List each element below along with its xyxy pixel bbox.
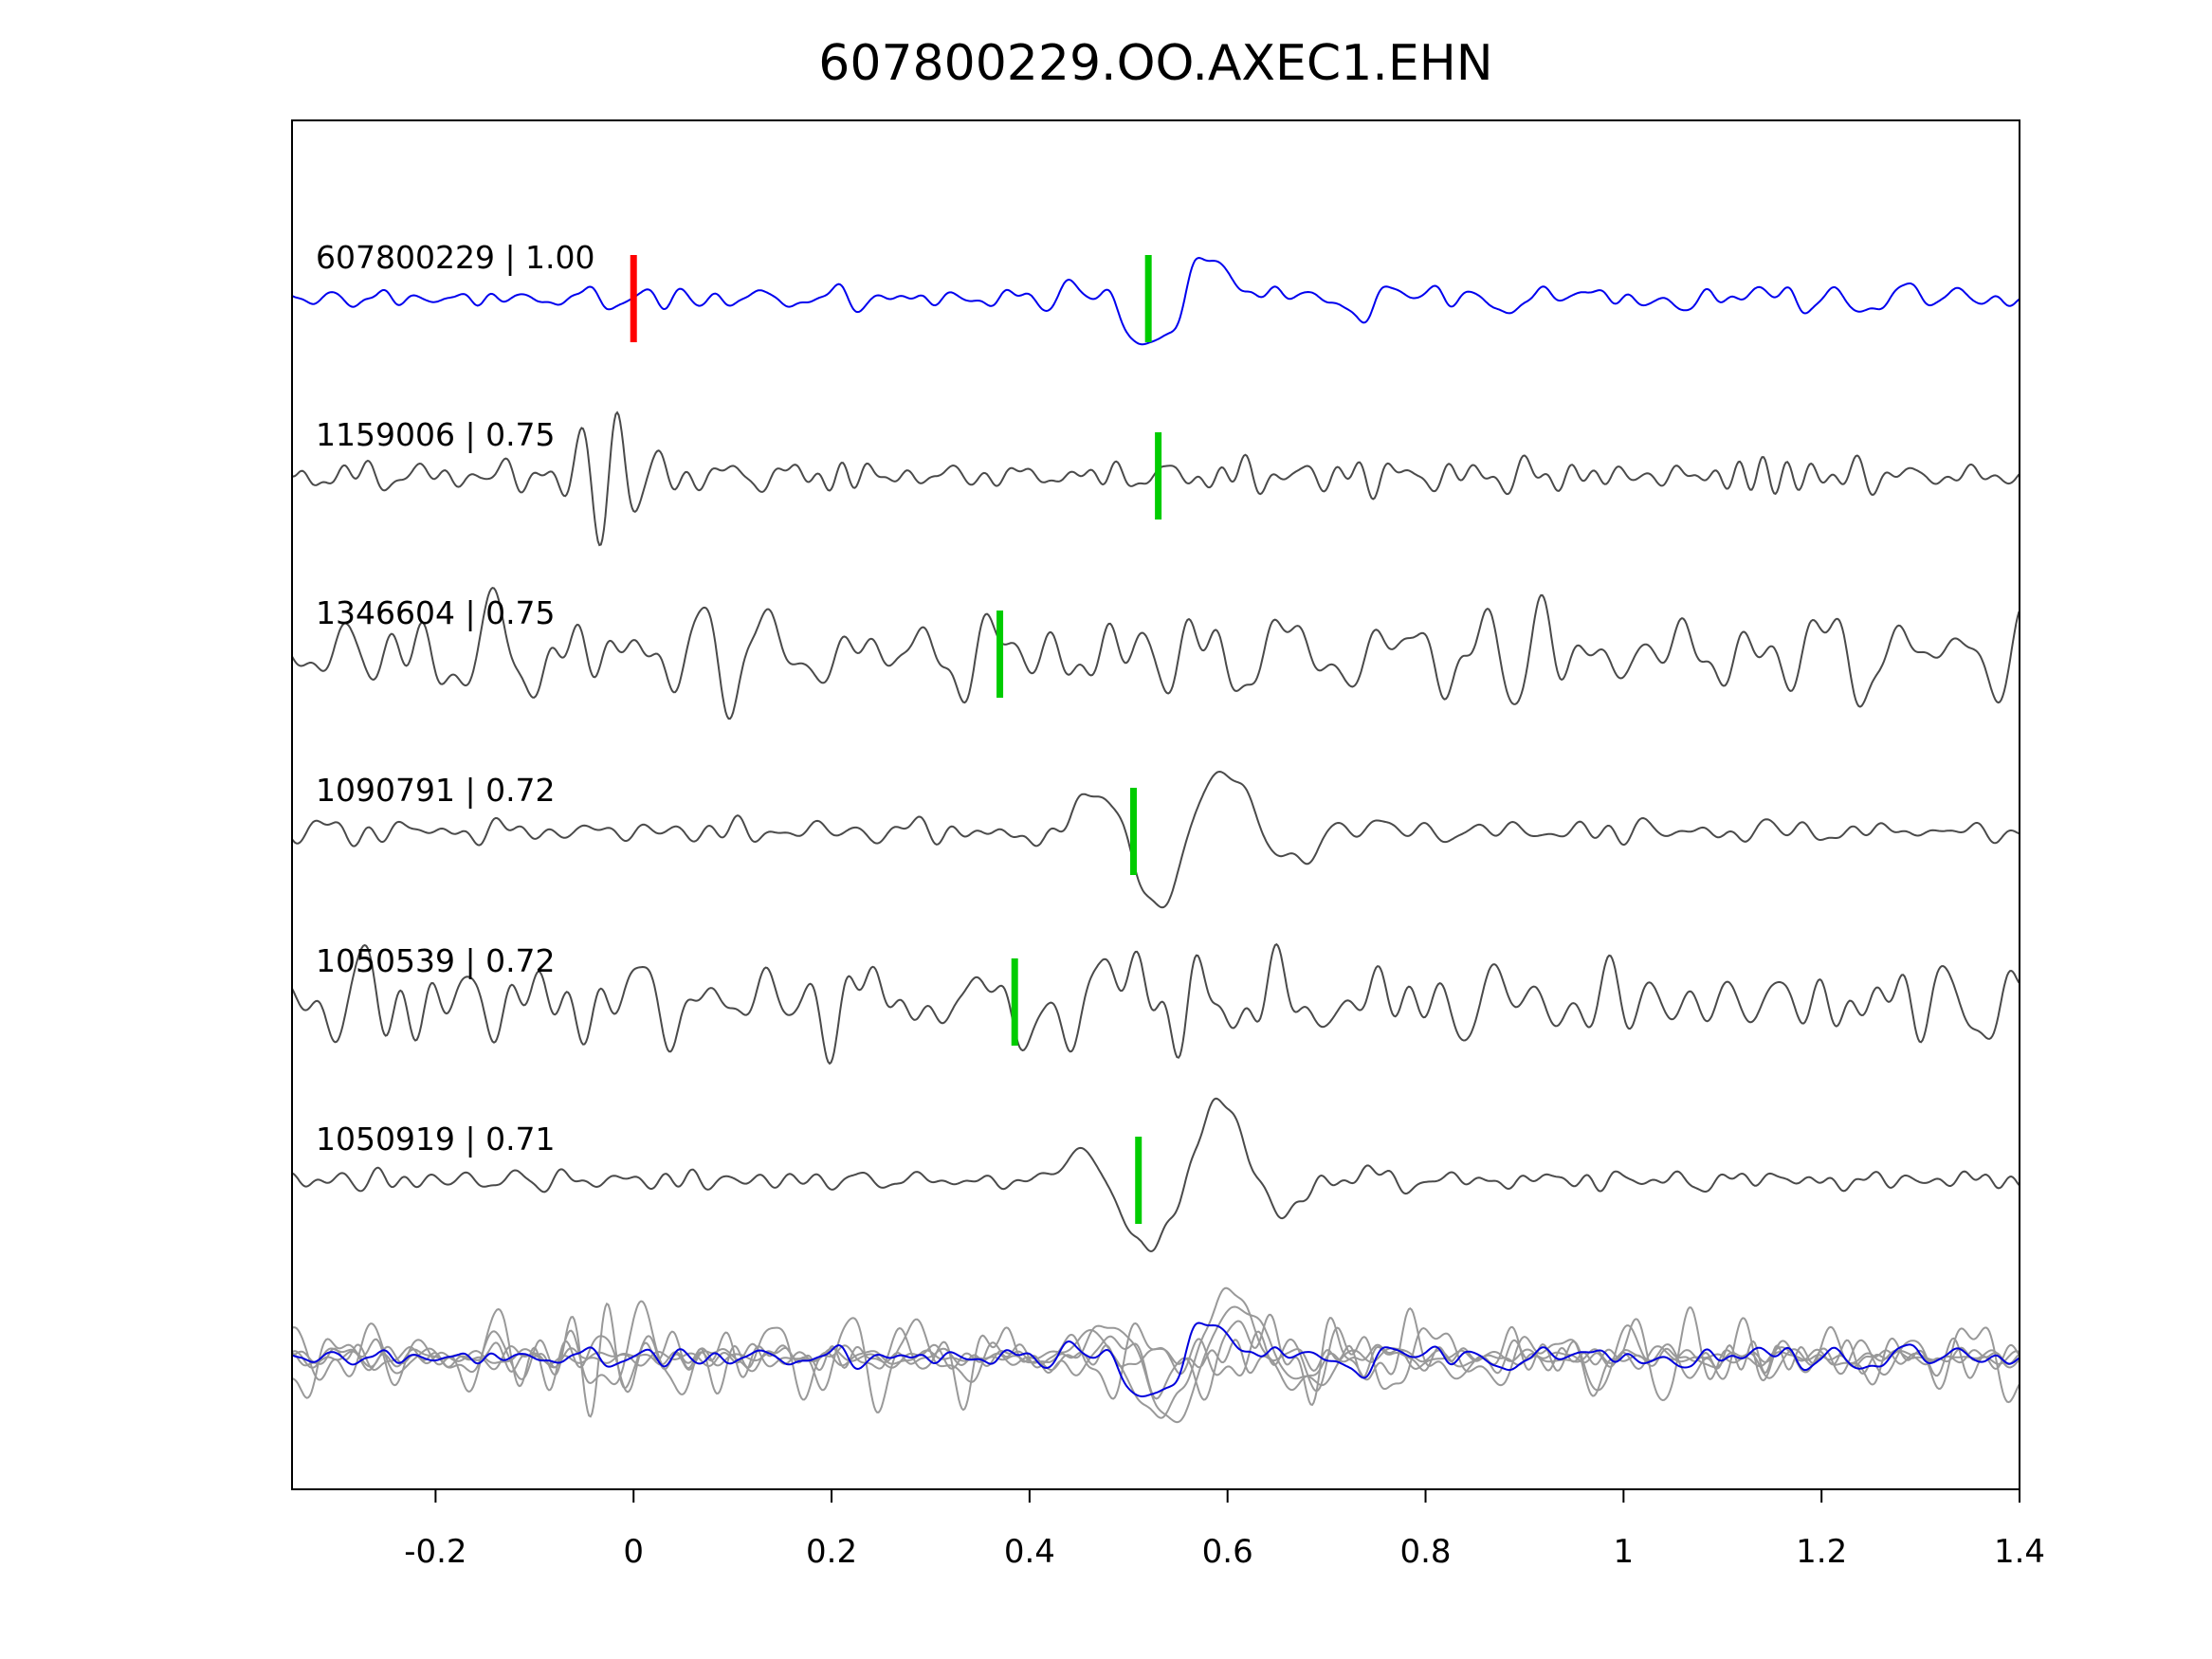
- x-tick-label: 1.2: [1796, 1533, 1847, 1571]
- trace-label-1159006: 1159006 | 0.75: [316, 416, 556, 453]
- x-axis-group: -0.2 0 0.2 0.4 0.6 0.8 1 1.2 1.4: [404, 1489, 2045, 1571]
- chart-title: 607800229.OO.AXEC1.EHN: [818, 35, 1492, 92]
- x-tick-label: 1: [1614, 1533, 1635, 1571]
- overlay-trace-607800229: [291, 1322, 2020, 1397]
- traces-group: [291, 256, 2020, 1252]
- trace-label-1090791: 1090791 | 0.72: [316, 772, 556, 809]
- trace-1050539: [291, 942, 2020, 1066]
- trace-label-1050539: 1050539 | 0.72: [316, 942, 556, 979]
- pick-markers-group: [630, 255, 1162, 1224]
- overlay-trace-1090791: [291, 1305, 2020, 1424]
- x-tick-label: 0.8: [1399, 1533, 1451, 1571]
- x-tick-label: -0.2: [404, 1533, 466, 1571]
- x-tick-label: 0.6: [1202, 1533, 1253, 1571]
- trace-1090791: [291, 770, 2020, 909]
- x-tick-label: 0.2: [806, 1533, 857, 1571]
- trace-label-1346604: 1346604 | 0.75: [316, 594, 556, 631]
- x-tick-label: 0: [623, 1533, 644, 1571]
- trace-label-607800229: 607800229 | 1.00: [316, 239, 595, 276]
- x-tick-label: 1.4: [1994, 1533, 2045, 1571]
- overlay-trace-1050539: [291, 1306, 2020, 1412]
- overlay-group: [291, 1286, 2020, 1424]
- trace-label-1050919: 1050919 | 0.71: [316, 1121, 556, 1158]
- trace-1050919: [291, 1097, 2020, 1252]
- overlay-trace-1346604: [291, 1300, 2020, 1413]
- plot-border: [291, 119, 2020, 1490]
- x-tick-label: 0.4: [1004, 1533, 1055, 1571]
- trace-labels-group: 607800229 | 1.00 1159006 | 0.75 1346604 | …: [316, 239, 595, 1158]
- trace-607800229: [291, 256, 2020, 346]
- trace-1346604: [291, 587, 2020, 720]
